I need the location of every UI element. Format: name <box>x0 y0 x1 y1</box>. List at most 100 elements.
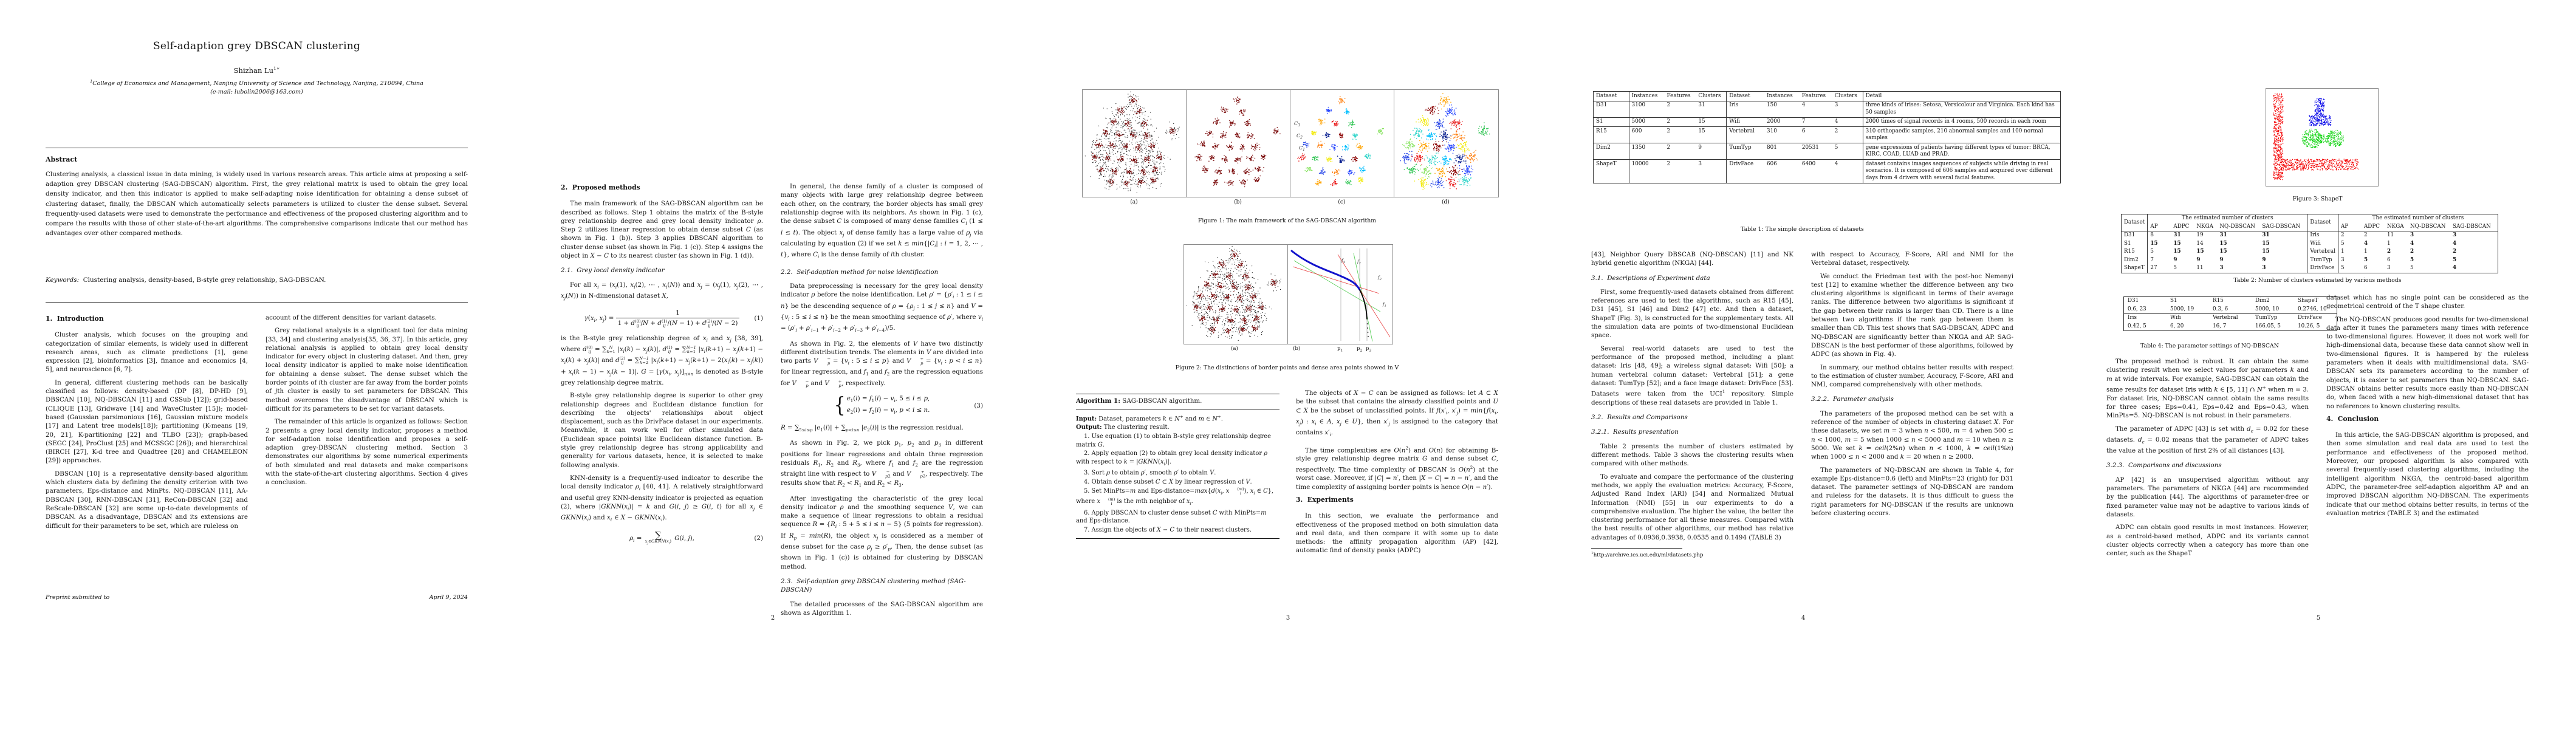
subsection-heading-3-1: 3.1. Descriptions of Experiment data <box>1591 274 1710 282</box>
subsection-heading-3-2-1: 3.2.1. Results presentation <box>1591 428 1679 436</box>
paragraph: In general, different clustering methods… <box>46 378 248 465</box>
table-cell: 5000 <box>1628 117 1665 127</box>
paragraph: The remainder of this article is organiz… <box>265 418 468 487</box>
table-cell: AP <box>2337 222 2362 231</box>
table-cell: 11 <box>2196 265 2204 271</box>
sum-limits: xj∈GKNN(xi) <box>645 538 671 545</box>
figure-1-caption: Figure 1: The main framework of the SAG-… <box>1197 217 1377 224</box>
paper-title: Self-adaption grey DBSCAN clustering <box>153 40 360 52</box>
table-cell: Iris <box>2128 315 2137 321</box>
table-cell: 31 <box>2219 232 2227 238</box>
table-cell: Wifi <box>2170 315 2181 321</box>
table-cell: 2 <box>1667 118 1671 125</box>
table-cell: D31 <box>1596 102 1608 108</box>
table-cell: SAG-DBSCAN <box>2452 223 2491 230</box>
preprint-footer: Preprint submitted to <box>46 594 110 601</box>
table-2: Dataset The estimated number of clusters D… <box>2121 214 2498 273</box>
algorithm-step: 2. Apply equation (2) to obtain grey loc… <box>1076 450 1268 467</box>
table-cell: 2 <box>1667 128 1671 134</box>
equation-lhs: ρi = <box>629 534 644 543</box>
paragraph: Grey relational analysis is a significan… <box>265 327 468 412</box>
date-footer: April 9, 2024 <box>429 594 468 601</box>
page4-right-column: with respect to Accuracy, F-Score, ARI a… <box>1811 250 2013 590</box>
table-cell: ShapeT <box>1596 160 1617 167</box>
algorithm-step: 7. Assign the objects of X − C to their … <box>1084 526 1252 533</box>
table-cell: 10.26, 5 <box>2298 323 2320 329</box>
page-4: Dataset Instances Features Clusters Dataset I… <box>1546 0 2061 729</box>
table-cell: 7 <box>1801 118 1806 125</box>
paragraph: [43], Neighbor Query DBSCAB (NQ-DBSCAN) … <box>1591 251 1793 267</box>
page-5: Figure 3: ShapeT Dataset The estimated nu… <box>2061 0 2576 729</box>
table-cell: 0.6, 23 <box>2128 306 2146 312</box>
paragraph: dataset which has no single point can be… <box>2326 294 2529 310</box>
table-cell: 9 <box>2196 256 2201 263</box>
table-cell: 4 <box>2452 265 2457 271</box>
table-cell: 4 <box>1834 118 1838 125</box>
equation-number: (2) <box>754 534 763 542</box>
panel-label-c: (c) <box>1338 199 1346 205</box>
table-cell: 15 <box>2219 240 2227 247</box>
table-cell: Vertebral <box>2213 315 2238 321</box>
algorithm-bottom-rule <box>1076 538 1279 539</box>
paragraph: Data preprocessing is necessary for the … <box>781 282 983 334</box>
paragraph: Several real-world datasets are used to … <box>1591 344 1793 406</box>
table-cell: 10000 <box>1628 159 1665 183</box>
table-cell: 3 <box>1698 160 1702 167</box>
table-cell: 20531 <box>1801 144 1819 151</box>
table-cell: 2 <box>1667 144 1671 151</box>
table-cell: 4 <box>2363 240 2368 247</box>
equation-lhs: γ(xi, xj) = <box>584 315 616 324</box>
table-cell: 6 <box>2386 256 2391 263</box>
panel-label-a: (a) <box>1231 346 1238 352</box>
table-2-caption: Table 2: Number of clusters estimated by… <box>2233 277 2402 284</box>
paragraph: KNN-density is a frequently-used indicat… <box>561 474 763 523</box>
table-cell: Clusters <box>1834 92 1857 99</box>
table-cell: 4 <box>2410 240 2414 247</box>
table-cell: Dataset <box>2124 219 2145 225</box>
paragraph: R = ∑ 5≤i≤p |e1(i)| + ∑ p<i≤n |e2(i)| is… <box>781 423 964 433</box>
table-cell: S1 <box>2170 298 2177 304</box>
page-2: 2. Proposed methods The main framework o… <box>515 0 1030 729</box>
table-cell: 0.3, 6 <box>2213 306 2228 312</box>
table-cell: Instances <box>1767 92 1793 99</box>
table-cell: NKGA <box>2386 223 2404 230</box>
table-cell: Vertebral <box>2307 248 2338 256</box>
paragraph: To evaluate and compare the performance … <box>1591 473 1793 541</box>
figure-2: f4 f2 f3 f1 <box>1184 244 1393 344</box>
table-cell: 9 <box>1698 144 1702 151</box>
page-number: 2 <box>770 615 775 621</box>
paragraph: The main framework of the SAG-DBSCAN alg… <box>561 200 763 260</box>
table-cell: Dim2 <box>2124 256 2139 263</box>
equation-rhs: G(i, j), <box>674 534 694 542</box>
table-cell: 8 <box>2147 231 2171 240</box>
figure1-panel-b <box>1194 90 1290 197</box>
paragraph: First, some frequently-used datasets obt… <box>1591 288 1793 340</box>
figure-3-caption: Figure 3: ShapeT <box>2292 196 2343 202</box>
equation-number: (3) <box>974 402 983 409</box>
paragraph: The parameters of NQ-DBSCAN are shown in… <box>1811 466 2013 518</box>
algorithm-step: 6. Apply DBSCAN to cluster dense subset … <box>1076 509 1267 525</box>
abstract-text: Clustering analysis, a classical issue i… <box>46 171 468 238</box>
p1-axis-label: p1 <box>1337 346 1343 353</box>
panel-label-b: (b) <box>1293 346 1301 352</box>
table-cell: 0.2746, 10 <box>2298 306 2327 312</box>
section-heading-proposed-methods: 2. Proposed methods <box>561 183 640 191</box>
table-1-container: Dataset Instances Features Clusters Dataset I… <box>1593 91 2061 183</box>
paragraph: After investigating the characteristic o… <box>781 495 983 570</box>
table-cell: Clusters <box>1698 92 1721 99</box>
case-line: e2(i) = f2(i) − vi, p < i ≤ n. <box>846 406 930 415</box>
table-cell: 5 <box>2452 256 2457 263</box>
table-cell: R15 <box>1596 128 1607 134</box>
table-cell: 6 <box>2363 265 2368 271</box>
table-cell: 31 <box>2173 232 2181 238</box>
methods-right-column: In general, the dense family of a cluste… <box>781 182 983 635</box>
table-cell: 310 orthopaedic samples, 210 abnormal sa… <box>1862 126 2061 143</box>
table-cell: 15 <box>2173 248 2181 255</box>
footnote-rule <box>1591 548 1682 549</box>
fraction-denominator: 1 + d (0) ij/N + d (1) ij/(N − 1) + d (2) ij/(… <box>615 317 740 328</box>
table-cell: Dim2 <box>2255 298 2270 304</box>
subsection-heading-2-1: 2.1. Grey local density indicator <box>561 267 665 275</box>
equation-3: {e1(i) = f1(i) − vi, 5 ≤ i ≤ p, e2(i) = f… <box>781 394 983 417</box>
paragraph: The parameter of ADPC [43] is set with d… <box>2106 425 2309 455</box>
